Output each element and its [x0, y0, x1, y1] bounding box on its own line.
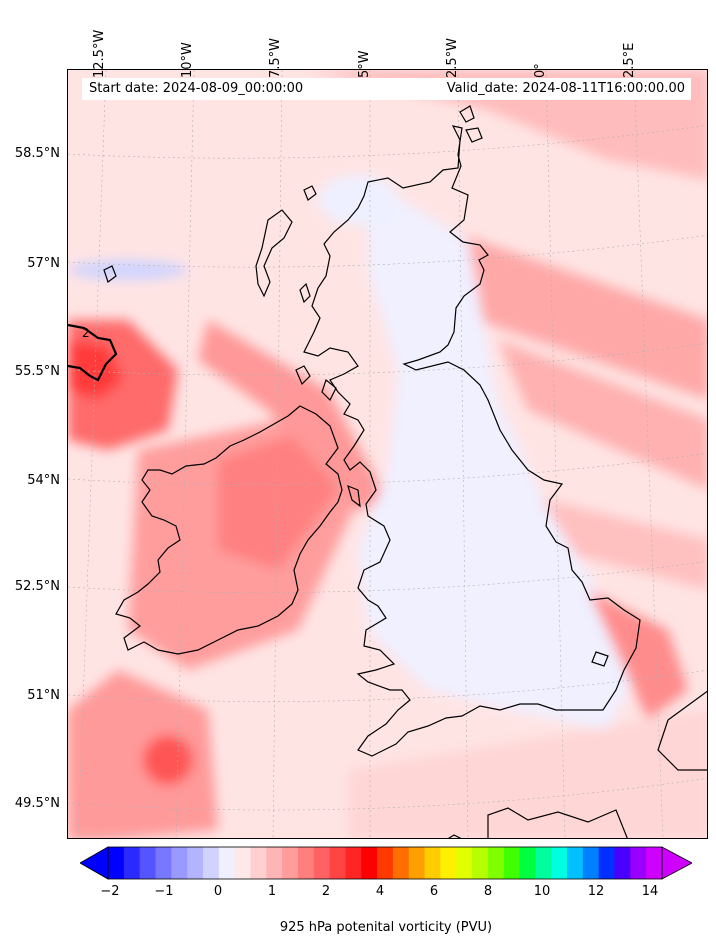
lat-label: 51°N [27, 688, 60, 703]
colorbar-min-arrow [80, 846, 109, 880]
colorbar-max-arrow [661, 846, 692, 880]
colorbar-cell [282, 847, 299, 879]
colorbar-tick: 14 [641, 884, 659, 899]
colorbar-cell [171, 847, 188, 879]
colorbar-tick: −2 [100, 884, 120, 899]
lon-label: 5°W [357, 50, 372, 78]
lon-label: 7.5°W [268, 37, 283, 78]
colorbar-cell [392, 847, 410, 879]
lat-label: 49.5°N [14, 796, 60, 811]
colorbar-cell [456, 847, 473, 879]
colorbar-cell [155, 847, 172, 879]
colorbar-cell [519, 847, 536, 879]
pv-field-shading [68, 70, 707, 838]
colorbar [80, 846, 692, 880]
lon-label: 10°W [180, 42, 195, 78]
graticule [68, 70, 707, 838]
lat-label: 58.5°N [14, 146, 60, 161]
lat-label: 55.5°N [14, 364, 60, 379]
colorbar-cell [218, 847, 236, 879]
lat-label: 54°N [27, 473, 60, 488]
pv-map: 2 [68, 70, 707, 838]
lon-label: 2.5°E [622, 42, 637, 78]
lon-label: 12.5°W [92, 29, 107, 78]
colorbar-cell [472, 847, 489, 879]
colorbar-cell [313, 847, 331, 879]
start-date-label: Start date: 2024-08-09_00:00:00 [89, 81, 304, 96]
colorbar-tick: 2 [321, 884, 331, 899]
colorbar-cell [408, 847, 426, 879]
colorbar-cell [250, 847, 267, 879]
colorbar-cell [487, 847, 505, 879]
colorbar-cell [202, 847, 220, 879]
colorbar-cell [503, 847, 521, 879]
colorbar-cell [598, 847, 616, 879]
map-panel: 2 Start date: 2024-08-09_00:00:00 Valid_… [67, 69, 708, 839]
colorbar-cell [440, 847, 457, 879]
colorbar-cell [187, 847, 204, 879]
colorbar-cell [424, 847, 441, 879]
lat-label: 52.5°N [14, 579, 60, 594]
colorbar-tick: 4 [375, 884, 385, 899]
valid-date-label: Valid_date: 2024-08-11T16:00:00.00 [446, 81, 685, 96]
colorbar-tick: 10 [533, 884, 551, 899]
colorbar-cell [582, 847, 600, 879]
lat-label: 57°N [27, 256, 60, 271]
colorbar-tick: −1 [154, 884, 174, 899]
colorbar-tick: 1 [267, 884, 277, 899]
colorbar-cell [630, 847, 647, 879]
colorbar-cell [108, 847, 125, 879]
colorbar-cell [266, 847, 283, 879]
colorbar-cell [329, 847, 346, 879]
colorbar-tick: 8 [483, 884, 493, 899]
colorbar-cell [297, 847, 315, 879]
colorbar-cell [123, 847, 141, 879]
colorbar-cell [377, 847, 394, 879]
colorbar-cell [139, 847, 156, 879]
colorbar-outline [107, 846, 663, 880]
colorbar-cell [361, 847, 378, 879]
colorbar-tick: 6 [429, 884, 439, 899]
colorbar-tick: 12 [587, 884, 605, 899]
colorbar-cell [614, 847, 631, 879]
coastlines [103, 105, 707, 838]
colorbar-cell [567, 847, 584, 879]
colorbar-cell [234, 847, 251, 879]
lon-label: 2.5°W [445, 37, 460, 78]
pv-contour-label: 2 [82, 326, 90, 340]
lon-label: 0° [533, 63, 548, 78]
colorbar-tick: 0 [213, 884, 223, 899]
date-header: Start date: 2024-08-09_00:00:00 Valid_da… [82, 78, 691, 100]
colorbar-label: 925 hPa potenital vorticity (PVU) [279, 920, 493, 935]
pv-contour-line [68, 323, 118, 382]
colorbar-cell [646, 847, 663, 879]
colorbar-cell [551, 847, 568, 879]
colorbar-cell [535, 847, 552, 879]
colorbar-cell [345, 847, 362, 879]
